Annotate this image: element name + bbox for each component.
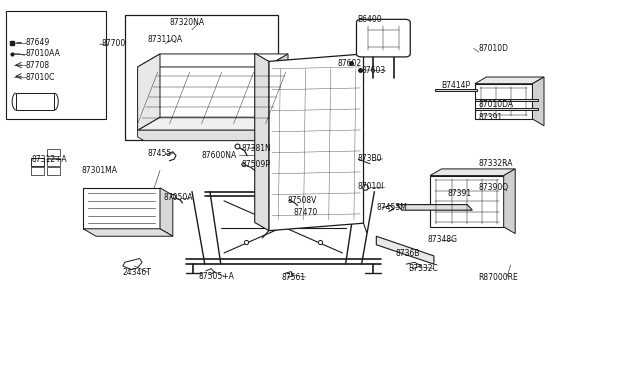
Text: 8736B: 8736B xyxy=(396,249,420,258)
Polygon shape xyxy=(430,169,515,176)
Text: 87391: 87391 xyxy=(479,113,503,122)
Polygon shape xyxy=(138,117,288,130)
Bar xyxy=(31,167,44,175)
Polygon shape xyxy=(376,236,434,264)
Text: 87311QA: 87311QA xyxy=(147,35,182,44)
Bar xyxy=(47,149,60,156)
Polygon shape xyxy=(475,77,544,84)
Text: 87301MA: 87301MA xyxy=(82,166,118,175)
Text: 87708: 87708 xyxy=(26,61,50,70)
Polygon shape xyxy=(475,99,538,101)
Text: 87455: 87455 xyxy=(147,149,172,158)
Text: 87320NA: 87320NA xyxy=(170,18,205,27)
Text: 87010DA: 87010DA xyxy=(479,100,514,109)
Polygon shape xyxy=(138,54,160,130)
Text: B7332C: B7332C xyxy=(408,264,438,273)
Text: 87332RA: 87332RA xyxy=(479,159,513,168)
Polygon shape xyxy=(83,229,173,236)
Text: 87010D: 87010D xyxy=(479,44,509,53)
Polygon shape xyxy=(475,84,532,119)
Polygon shape xyxy=(504,169,515,234)
Text: 87602: 87602 xyxy=(338,59,362,68)
Polygon shape xyxy=(138,54,288,67)
Polygon shape xyxy=(435,89,477,91)
Text: 87348G: 87348G xyxy=(428,235,458,244)
Polygon shape xyxy=(160,188,173,236)
Bar xyxy=(47,167,60,175)
FancyBboxPatch shape xyxy=(356,19,410,57)
Bar xyxy=(125,15,278,140)
Polygon shape xyxy=(397,205,472,210)
Bar xyxy=(31,158,44,166)
Text: 87561: 87561 xyxy=(282,273,306,282)
Text: 87010C: 87010C xyxy=(26,73,55,81)
Text: 87455M: 87455M xyxy=(376,203,407,212)
Text: 873B0: 873B0 xyxy=(357,154,381,163)
Text: 87010I: 87010I xyxy=(357,182,383,191)
Text: B6400: B6400 xyxy=(357,15,381,24)
Bar xyxy=(6,11,106,119)
Bar xyxy=(31,158,44,166)
Bar xyxy=(47,158,60,166)
Polygon shape xyxy=(532,77,544,126)
Text: 87649: 87649 xyxy=(26,38,50,47)
Text: 87050A: 87050A xyxy=(163,193,193,202)
Text: R87000RE: R87000RE xyxy=(479,273,518,282)
Text: 87381N: 87381N xyxy=(242,144,271,153)
Text: 87603: 87603 xyxy=(362,66,386,75)
Text: 87700: 87700 xyxy=(101,39,125,48)
Polygon shape xyxy=(138,130,266,141)
Polygon shape xyxy=(269,54,364,231)
Polygon shape xyxy=(83,188,160,229)
Polygon shape xyxy=(255,53,269,231)
Text: 87600NA: 87600NA xyxy=(202,151,237,160)
Text: 87505+A: 87505+A xyxy=(198,272,234,280)
Text: 87391: 87391 xyxy=(448,189,472,198)
Text: 87509P: 87509P xyxy=(242,160,271,169)
Polygon shape xyxy=(16,93,54,110)
Polygon shape xyxy=(430,176,504,227)
Polygon shape xyxy=(475,108,538,110)
Text: 87010AA: 87010AA xyxy=(26,49,60,58)
Text: 24346T: 24346T xyxy=(123,268,152,277)
Text: 87470: 87470 xyxy=(293,208,317,217)
Text: B7414P: B7414P xyxy=(442,81,471,90)
Text: 87390Q: 87390Q xyxy=(479,183,509,192)
Polygon shape xyxy=(266,54,288,130)
Text: 87312+A: 87312+A xyxy=(32,155,68,164)
Text: 87508V: 87508V xyxy=(288,196,317,205)
